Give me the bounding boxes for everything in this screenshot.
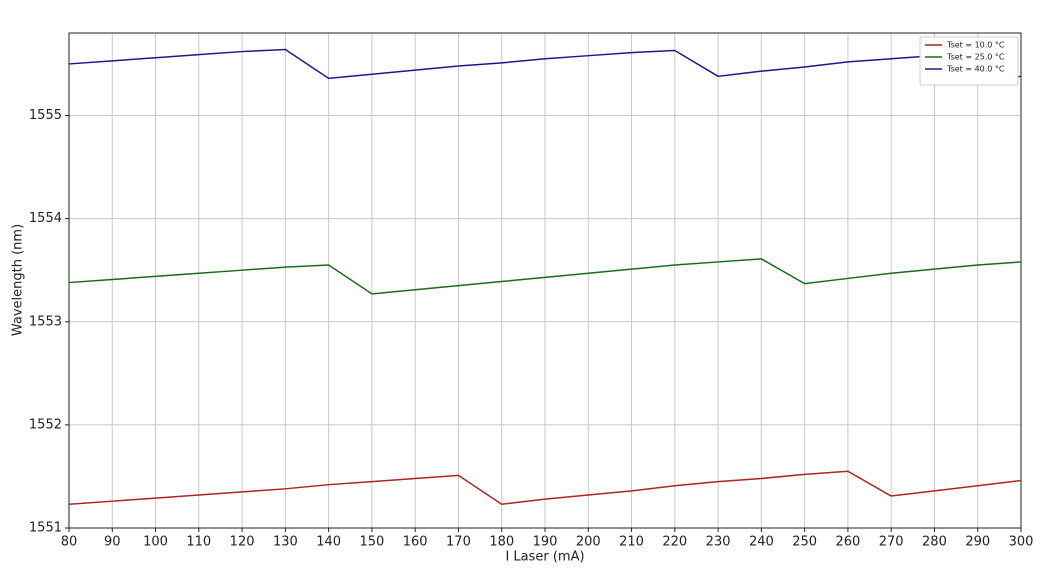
x-tick-label: 200 (576, 535, 601, 550)
series-line (68, 258, 1022, 295)
x-tick-label: 270 (879, 535, 904, 550)
x-tick-label: 180 (489, 535, 514, 550)
x-tick-label: 190 (533, 535, 558, 550)
x-axis-label: I Laser (mA) (505, 550, 584, 565)
y-tick-label: 1553 (29, 314, 62, 329)
series-line (68, 470, 1022, 506)
y-axis-label: Wavelength (nm) (11, 224, 26, 336)
x-tick-label: 160 (403, 535, 428, 550)
x-tick-label: 210 (619, 535, 644, 550)
x-tick-label: 100 (143, 535, 168, 550)
x-tick-label: 300 (1009, 535, 1034, 550)
series-line (68, 48, 1022, 84)
x-tick-label: 250 (792, 535, 817, 550)
legend-box (919, 36, 1019, 86)
x-tick-label: 260 (835, 535, 860, 550)
x-tick-label: 110 (186, 535, 211, 550)
x-tick-label: 290 (965, 535, 990, 550)
x-tick-label: 80 (61, 535, 78, 550)
x-tick-label: 130 (273, 535, 298, 550)
y-tick-label: 1551 (29, 521, 62, 536)
y-tick-label: 1552 (29, 417, 62, 432)
x-tick-label: 170 (446, 535, 471, 550)
y-tick-label: 1554 (29, 211, 62, 226)
x-tick-label: 140 (316, 535, 341, 550)
y-tick-label: 1555 (29, 108, 62, 123)
x-tick-label: 90 (104, 535, 121, 550)
legend-label: Tset = 40.0 °C (946, 65, 1005, 74)
legend-label: Tset = 25.0 °C (946, 53, 1005, 62)
plot-frame (68, 32, 1022, 529)
x-tick-label: 150 (359, 535, 384, 550)
legend-label: Tset = 10.0 °C (946, 41, 1005, 50)
x-tick-label: 230 (706, 535, 731, 550)
x-tick-label: 220 (662, 535, 687, 550)
x-tick-label: 280 (922, 535, 947, 550)
legend: Tset = 10.0 °C Tset = 25.0 °C Tset = 40.0 … (919, 36, 1019, 86)
x-tick-label: 120 (230, 535, 255, 550)
x-tick-label: 240 (749, 535, 774, 550)
